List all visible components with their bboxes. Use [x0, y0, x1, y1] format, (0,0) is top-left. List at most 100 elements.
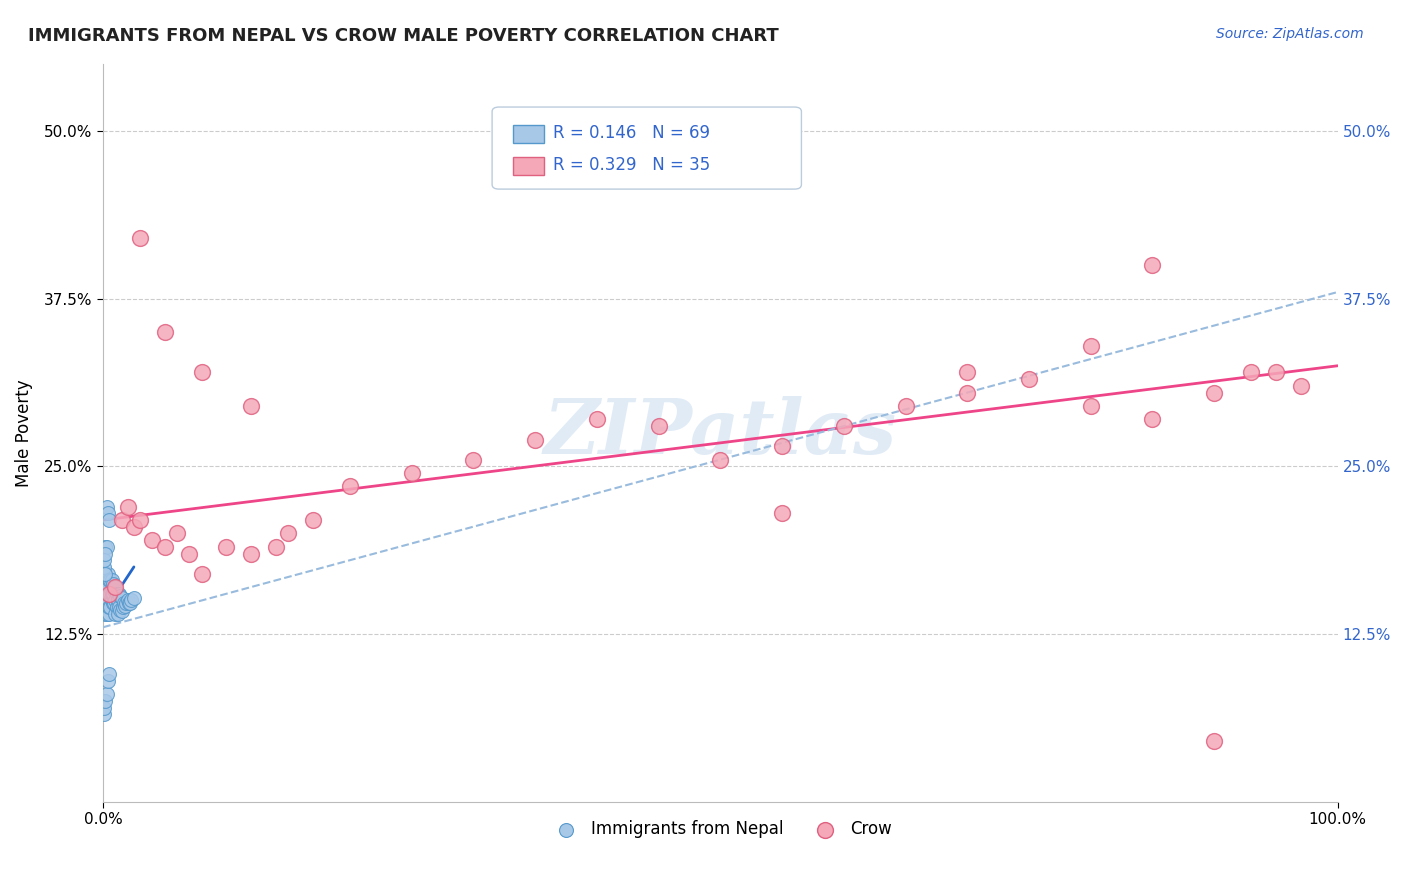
- Point: [240, 399, 263, 413]
- Point: [101, 596, 124, 610]
- Point: [770, 506, 793, 520]
- Point: [98, 667, 121, 681]
- Point: [107, 593, 129, 607]
- Point: [104, 593, 127, 607]
- Point: [770, 439, 793, 453]
- Point: [166, 526, 188, 541]
- Point: [94, 694, 117, 708]
- Point: [97, 673, 120, 688]
- Point: [277, 526, 299, 541]
- Point: [401, 466, 423, 480]
- Point: [120, 593, 142, 607]
- Y-axis label: Male Poverty: Male Poverty: [15, 379, 32, 487]
- Point: [94, 566, 117, 581]
- Point: [96, 587, 118, 601]
- Point: [94, 547, 117, 561]
- Point: [179, 547, 201, 561]
- Point: [122, 519, 145, 533]
- Point: [110, 591, 132, 605]
- Point: [956, 385, 979, 400]
- Point: [115, 596, 138, 610]
- Point: [100, 587, 122, 601]
- Point: [117, 500, 139, 514]
- Point: [524, 433, 547, 447]
- Point: [647, 419, 669, 434]
- Point: [93, 587, 115, 601]
- Point: [101, 587, 124, 601]
- Point: [117, 593, 139, 607]
- Point: [98, 607, 121, 621]
- Point: [141, 533, 163, 547]
- Point: [1080, 339, 1102, 353]
- Point: [1264, 366, 1286, 380]
- Point: [586, 412, 609, 426]
- Point: [118, 596, 141, 610]
- Point: [302, 513, 325, 527]
- Text: ZIPatlas: ZIPatlas: [544, 396, 897, 470]
- Point: [93, 600, 115, 615]
- Point: [96, 580, 118, 594]
- Point: [97, 593, 120, 607]
- Point: [894, 399, 917, 413]
- Point: [339, 479, 361, 493]
- Point: [110, 603, 132, 617]
- Point: [104, 607, 127, 621]
- Point: [120, 596, 142, 610]
- Point: [100, 574, 122, 588]
- Legend: Immigrants from Nepal, Crow: Immigrants from Nepal, Crow: [543, 814, 898, 845]
- Point: [1289, 379, 1312, 393]
- Point: [1080, 399, 1102, 413]
- Text: R = 0.329   N = 35: R = 0.329 N = 35: [553, 156, 710, 174]
- Point: [98, 587, 121, 601]
- Text: IMMIGRANTS FROM NEPAL VS CROW MALE POVERTY CORRELATION CHART: IMMIGRANTS FROM NEPAL VS CROW MALE POVER…: [28, 27, 779, 45]
- Point: [105, 600, 128, 615]
- Point: [129, 231, 152, 245]
- Point: [94, 593, 117, 607]
- Point: [93, 700, 115, 714]
- Point: [100, 574, 122, 588]
- Point: [105, 587, 128, 601]
- Point: [100, 593, 122, 607]
- Point: [98, 600, 121, 615]
- Point: [94, 587, 117, 601]
- Point: [122, 591, 145, 605]
- Point: [110, 513, 132, 527]
- Text: R = 0.146   N = 69: R = 0.146 N = 69: [553, 124, 710, 142]
- Point: [832, 419, 855, 434]
- Point: [1142, 258, 1164, 272]
- Point: [114, 599, 136, 613]
- Point: [101, 577, 124, 591]
- Point: [93, 560, 115, 574]
- Point: [97, 566, 120, 581]
- Point: [104, 580, 127, 594]
- Point: [463, 452, 485, 467]
- Point: [264, 540, 287, 554]
- Point: [97, 506, 120, 520]
- Point: [94, 566, 117, 581]
- Point: [93, 707, 115, 722]
- Point: [96, 500, 118, 514]
- Point: [1204, 385, 1226, 400]
- Point: [93, 580, 115, 594]
- Point: [94, 574, 117, 588]
- Point: [96, 593, 118, 607]
- Point: [96, 607, 118, 621]
- Point: [112, 596, 135, 610]
- Point: [100, 600, 122, 615]
- Point: [97, 580, 120, 594]
- Point: [153, 540, 176, 554]
- Point: [103, 582, 125, 597]
- Point: [1018, 372, 1040, 386]
- Text: Source: ZipAtlas.com: Source: ZipAtlas.com: [1216, 27, 1364, 41]
- Point: [96, 574, 118, 588]
- Point: [1204, 734, 1226, 748]
- Point: [709, 452, 731, 467]
- Point: [129, 513, 152, 527]
- Point: [191, 566, 214, 581]
- Point: [215, 540, 238, 554]
- Point: [1142, 412, 1164, 426]
- Point: [107, 607, 129, 621]
- Point: [110, 590, 132, 604]
- Point: [103, 596, 125, 610]
- Point: [94, 607, 117, 621]
